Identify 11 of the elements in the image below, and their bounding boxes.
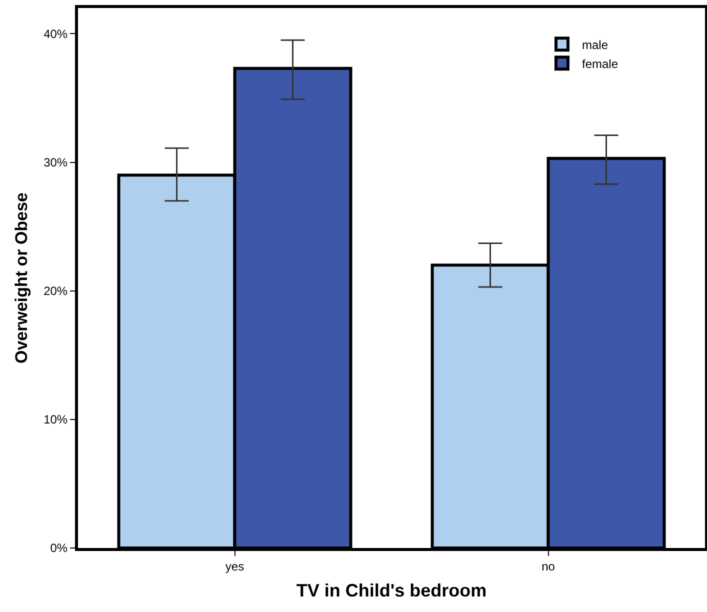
y-tick-label: 20% [44, 284, 68, 298]
legend-label: male [582, 38, 608, 52]
y-axis-title: Overweight or Obese [12, 192, 32, 364]
x-tick-label: no [542, 559, 556, 574]
x-tick-label: yes [225, 559, 244, 574]
y-tick-label: 40% [44, 26, 68, 41]
y-tick-label: 0% [50, 541, 68, 556]
legend-label: female [582, 56, 618, 71]
x-axis-title: TV in Child's bedroom [296, 580, 487, 600]
y-tick-label: 30% [44, 155, 68, 170]
y-tick-label: 10% [44, 412, 68, 427]
